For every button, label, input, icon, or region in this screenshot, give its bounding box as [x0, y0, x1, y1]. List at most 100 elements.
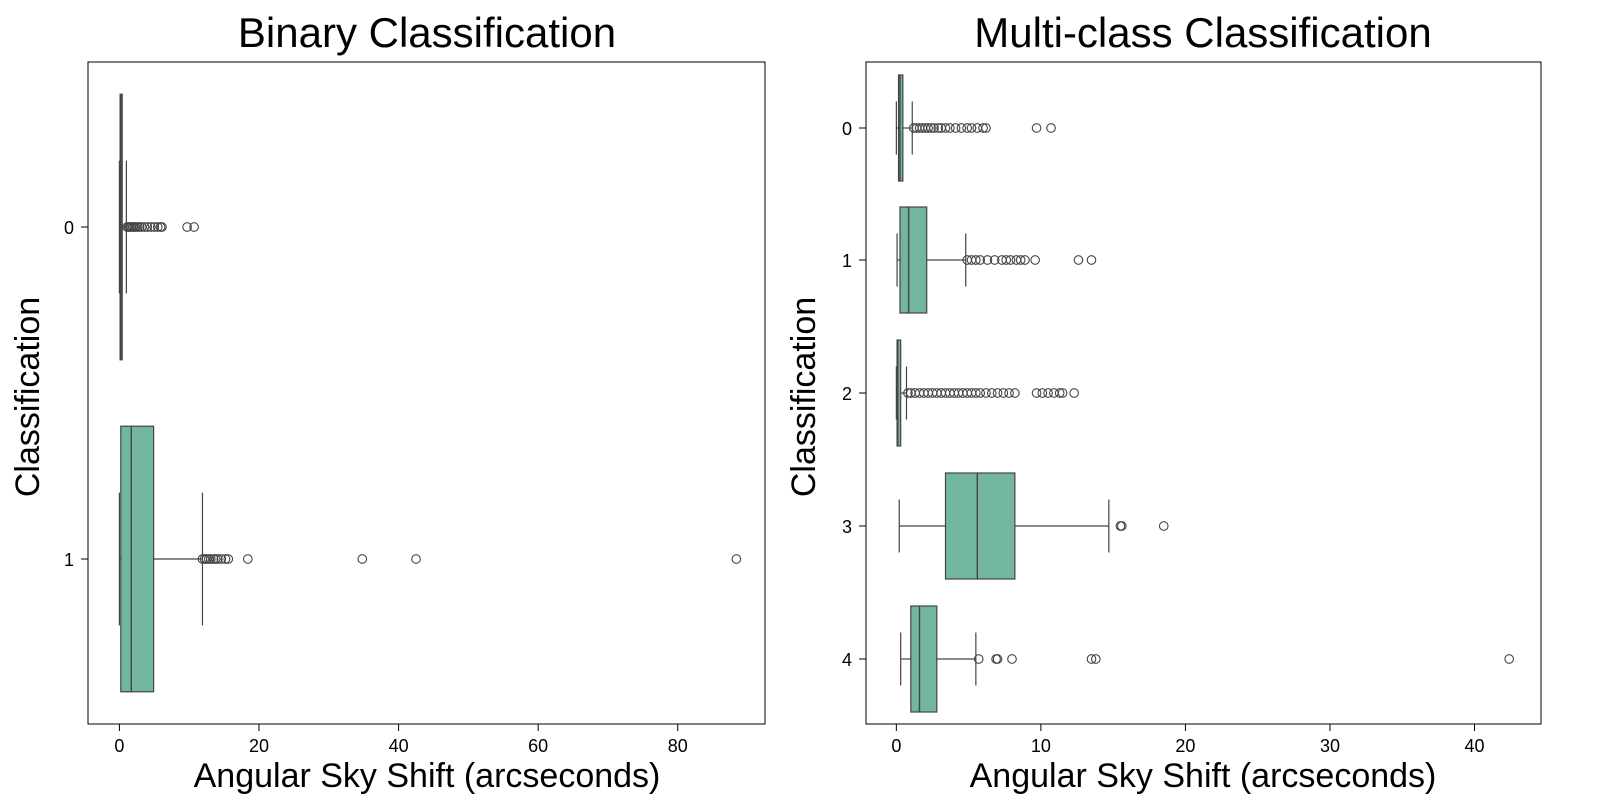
outlier-point — [981, 123, 991, 133]
x-tick-label: 30 — [1320, 736, 1340, 756]
multiclass-classification-panel: Multi-class Classification Angular Sky S… — [785, 9, 1542, 795]
y-axis-label: Classification — [9, 297, 47, 497]
outlier-point — [1043, 388, 1053, 398]
box-2 — [895, 339, 1079, 447]
plot-area: 0 10 20 30 40 0 1 2 3 4 — [842, 74, 1515, 756]
outlier-point — [981, 388, 991, 398]
outlier-point — [982, 255, 993, 265]
outlier-point — [926, 123, 936, 133]
outlier-point — [1046, 123, 1056, 133]
outlier-point — [1004, 388, 1014, 398]
outlier-point — [1010, 388, 1020, 398]
box-iqr — [897, 74, 904, 182]
outlier-point — [956, 123, 967, 133]
y-tick-label: 2 — [842, 384, 852, 404]
x-tick-label: 0 — [114, 736, 124, 756]
box-4 — [900, 605, 1515, 713]
outlier-point — [212, 554, 223, 564]
box-1 — [896, 206, 1097, 314]
outlier-point — [1031, 388, 1042, 398]
outlier-point — [1031, 123, 1042, 133]
box-3 — [898, 472, 1169, 580]
outlier-point — [923, 123, 934, 133]
outlier-point — [149, 222, 160, 232]
y-tick-label: 1 — [64, 550, 74, 570]
y-tick-label: 1 — [842, 251, 852, 271]
outlier-point — [998, 388, 1009, 398]
outlier-point — [1069, 388, 1079, 398]
box-iqr — [944, 472, 1016, 580]
outlier-point — [903, 388, 913, 398]
plot-area: 0 20 40 60 80 0 1 — [64, 93, 742, 756]
outlier-point — [971, 255, 981, 265]
y-tick-label: 0 — [64, 218, 74, 238]
box-iqr — [899, 206, 928, 314]
outlier-point — [139, 222, 150, 232]
outlier-point — [940, 123, 951, 133]
outlier-point — [978, 123, 988, 133]
x-tick-label: 0 — [891, 736, 901, 756]
binary-classification-panel: Binary Classification Angular Sky Shift … — [9, 9, 766, 795]
outlier-point — [223, 554, 234, 564]
outlier-point — [933, 123, 944, 133]
outlier-point — [975, 388, 986, 398]
outlier-point — [1158, 521, 1169, 531]
outlier-point — [950, 123, 961, 133]
outlier-point — [1007, 654, 1017, 664]
x-tick-label: 40 — [1464, 736, 1484, 756]
box-iqr — [910, 605, 938, 713]
outlier-point — [411, 554, 421, 564]
outlier-point — [962, 123, 973, 133]
outlier-point — [242, 554, 253, 564]
box-0 — [118, 93, 199, 361]
outlier-point — [1020, 255, 1030, 265]
outlier-point — [357, 554, 368, 564]
x-axis-label: Angular Sky Shift (arcseconds) — [194, 757, 661, 795]
outlier-point — [966, 123, 977, 133]
outlier-point — [1054, 388, 1065, 398]
outlier-point — [992, 654, 1003, 664]
x-tick-label: 10 — [1031, 736, 1051, 756]
plot-frame — [87, 61, 766, 725]
outlier-point — [1015, 255, 1026, 265]
outlier-point — [205, 554, 216, 564]
box-1 — [118, 425, 742, 693]
outlier-point — [1037, 388, 1048, 398]
outlier-point — [944, 123, 955, 133]
outlier-point — [1057, 388, 1068, 398]
box-iqr — [896, 339, 902, 447]
outlier-point — [182, 222, 192, 232]
outlier-point — [145, 222, 156, 232]
y-axis-label: Classification — [785, 297, 823, 497]
x-tick-label: 20 — [249, 736, 269, 756]
x-tick-label: 40 — [389, 736, 409, 756]
outlier-point — [1116, 521, 1127, 531]
outlier-point — [142, 222, 153, 232]
outlier-point — [973, 654, 984, 664]
outlier-point — [189, 222, 199, 232]
y-tick-label: 0 — [842, 119, 852, 139]
outlier-point — [152, 222, 163, 232]
chart-title: Multi-class Classification — [974, 9, 1431, 56]
x-tick-label: 80 — [668, 736, 688, 756]
chart-title: Binary Classification — [238, 9, 616, 56]
box-iqr — [120, 425, 155, 693]
outlier-point — [971, 388, 981, 398]
outlier-point — [992, 388, 1003, 398]
plot-frame — [865, 61, 1542, 725]
box-0 — [895, 74, 1056, 182]
outlier-point — [1086, 255, 1097, 265]
x-tick-label: 60 — [528, 736, 548, 756]
outlier-point — [986, 388, 997, 398]
outlier-point — [1005, 255, 1016, 265]
y-tick-label: 3 — [842, 517, 852, 537]
outlier-point — [975, 255, 986, 265]
outlier-point — [1504, 654, 1515, 664]
outlier-point — [731, 554, 742, 564]
outlier-point — [929, 123, 939, 133]
outlier-point — [1090, 654, 1101, 664]
outlier-point — [1073, 255, 1084, 265]
outlier-point — [220, 554, 231, 564]
